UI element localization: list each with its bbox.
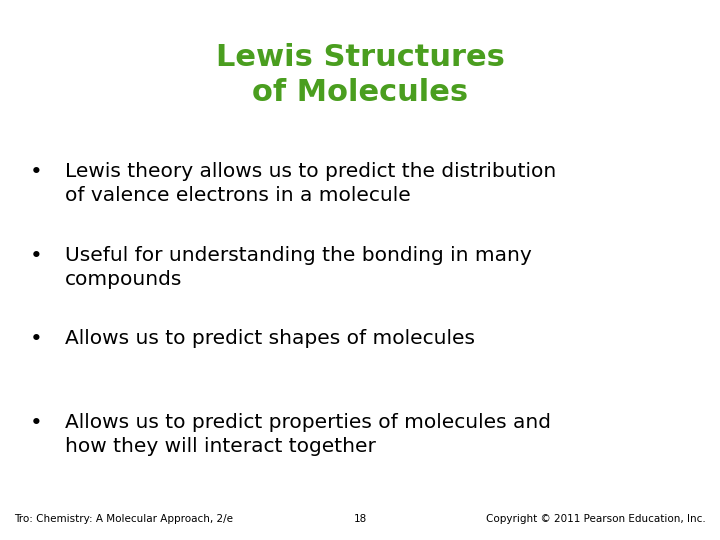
Text: •: •: [30, 246, 42, 266]
Text: 18: 18: [354, 514, 366, 524]
Text: •: •: [30, 329, 42, 349]
Text: Lewis theory allows us to predict the distribution
of valence electrons in a mol: Lewis theory allows us to predict the di…: [65, 162, 556, 205]
Text: Lewis Structures
of Molecules: Lewis Structures of Molecules: [215, 43, 505, 107]
Text: •: •: [30, 162, 42, 182]
Text: Tro: Chemistry: A Molecular Approach, 2/e: Tro: Chemistry: A Molecular Approach, 2/…: [14, 514, 233, 524]
Text: Allows us to predict shapes of molecules: Allows us to predict shapes of molecules: [65, 329, 474, 348]
Text: Copyright © 2011 Pearson Education, Inc.: Copyright © 2011 Pearson Education, Inc.: [486, 514, 706, 524]
Text: Allows us to predict properties of molecules and
how they will interact together: Allows us to predict properties of molec…: [65, 413, 551, 456]
Text: Useful for understanding the bonding in many
compounds: Useful for understanding the bonding in …: [65, 246, 531, 289]
Text: •: •: [30, 413, 42, 433]
